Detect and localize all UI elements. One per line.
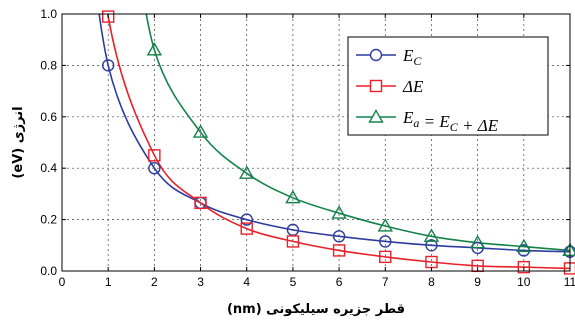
axis-ticks: 0 1 2 3 4 5 6 7 8 9 10 11 0.0 0.2 0.4 0.6 0.8 1.0 (40, 7, 575, 289)
x-tick-label: 1 (105, 275, 112, 289)
data-point-2-3 (285, 189, 301, 204)
data-point-1-2 (194, 196, 207, 210)
y-tick-label: 0.8 (40, 58, 57, 72)
data-point-2-0 (146, 42, 163, 56)
x-tick-label: 11 (564, 275, 575, 289)
legend-label-2: Ea = EC + ΔE (402, 108, 499, 135)
x-tick-label: 9 (474, 275, 481, 289)
y-tick-label: 0.6 (40, 110, 57, 124)
data-point-2-1 (192, 124, 209, 138)
x-tick-label: 6 (336, 275, 343, 289)
legend-marker-0 (369, 48, 383, 62)
x-tick-label: 4 (243, 275, 250, 289)
series-line-2 (145, 14, 570, 252)
y-tick-label: 0.2 (40, 213, 57, 227)
x-tick-label: 7 (382, 275, 389, 289)
data-point-0-6 (379, 235, 392, 248)
data-point-1-1 (148, 149, 161, 162)
data-point-0-0 (101, 59, 115, 72)
data-point-1-3 (240, 222, 253, 235)
x-tick-label: 0 (59, 275, 66, 289)
data-point-0-1 (148, 161, 161, 175)
x-axis-label: قطر جزیره سیلیکونی (nm) (227, 302, 405, 317)
y-tick-label: 0.0 (40, 264, 57, 278)
legend-label-0: EC (402, 46, 422, 68)
legend-label-1: ΔE (402, 77, 424, 96)
x-tick-label: 3 (197, 275, 204, 289)
data-point-0-5 (332, 230, 346, 243)
data-point-2-4 (331, 205, 347, 219)
legend: EC ΔE Ea = EC + ΔE (347, 36, 549, 136)
data-point-2-5 (377, 218, 393, 232)
legend-marker-1 (369, 79, 383, 93)
data-point-2-7 (469, 234, 486, 249)
data-point-1-0 (101, 10, 115, 23)
data-point-2-2 (239, 165, 255, 179)
data-point-0-7 (425, 239, 438, 252)
data-point-0-3 (240, 213, 253, 226)
x-tick-label: 10 (517, 275, 531, 289)
plot-frame (61, 13, 571, 272)
y-tick-label: 1.0 (40, 7, 57, 21)
series-markers (101, 10, 575, 275)
y-axis-label: انرژی (eV) (11, 106, 26, 178)
y-tick-label: 0.4 (40, 161, 57, 175)
data-point-2-8 (516, 238, 532, 253)
x-tick-label: 2 (151, 275, 158, 289)
legend-marker-2 (368, 109, 384, 123)
series-line-1 (106, 14, 570, 270)
data-point-1-5 (332, 244, 346, 257)
data-point-1-9 (517, 260, 531, 274)
x-tick-label: 8 (428, 275, 435, 289)
data-point-1-4 (286, 235, 300, 248)
data-point-1-6 (379, 250, 392, 264)
data-point-2-6 (423, 228, 440, 242)
x-tick-label: 5 (290, 275, 297, 289)
